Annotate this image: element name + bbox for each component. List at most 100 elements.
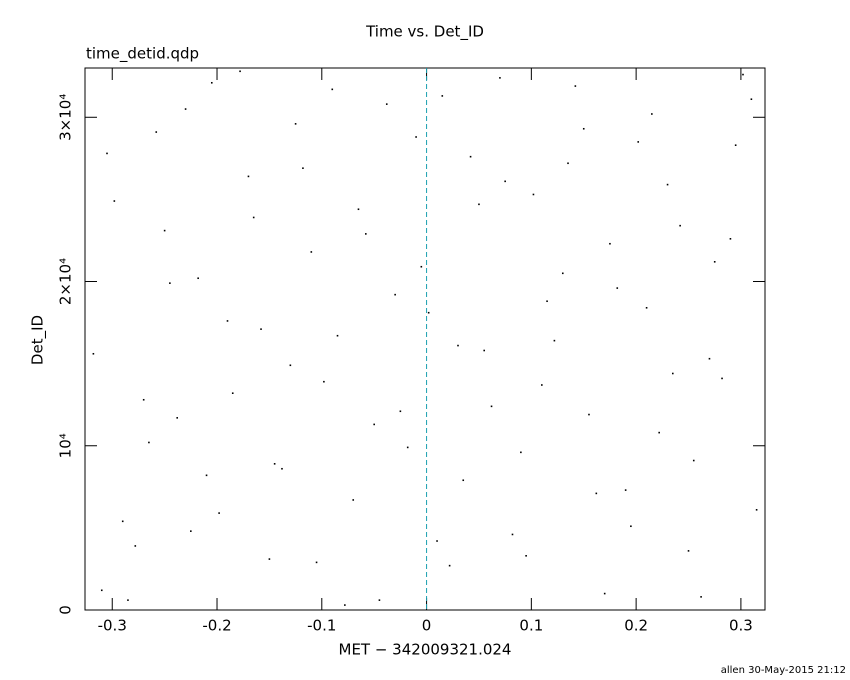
- x-tick-label: -0.3: [98, 617, 127, 635]
- point: [315, 561, 318, 564]
- y-tick-label: 3×10⁴: [57, 94, 75, 141]
- point: [289, 364, 292, 367]
- point: [525, 555, 527, 557]
- point: [231, 392, 234, 394]
- point: [436, 540, 438, 542]
- point: [268, 558, 271, 560]
- point: [520, 451, 522, 454]
- point: [134, 545, 137, 547]
- point: [462, 479, 465, 482]
- point: [448, 564, 451, 567]
- point: [504, 180, 506, 183]
- point: [729, 238, 732, 240]
- point: [582, 127, 585, 130]
- point: [595, 492, 598, 495]
- x-tick-label: 0.1: [519, 617, 543, 635]
- point: [755, 509, 758, 511]
- point: [197, 277, 199, 280]
- point: [226, 320, 229, 322]
- x-tick-label: 0.3: [729, 617, 753, 635]
- point: [420, 265, 423, 268]
- point: [457, 344, 459, 347]
- point: [750, 98, 753, 101]
- point: [588, 413, 590, 416]
- point: [184, 108, 187, 110]
- point: [218, 512, 220, 514]
- point: [121, 520, 124, 523]
- y-tick-label: 10⁴: [57, 433, 75, 458]
- point: [427, 311, 430, 314]
- point: [205, 474, 208, 477]
- plot-frame: [84, 67, 766, 611]
- x-tick-label: 0.2: [624, 617, 648, 635]
- point: [499, 77, 501, 79]
- point: [567, 162, 569, 165]
- point: [637, 141, 640, 143]
- point: [344, 604, 346, 606]
- point: [336, 334, 339, 337]
- point: [163, 229, 166, 232]
- x-tick-label: -0.1: [307, 617, 336, 635]
- point: [247, 175, 250, 178]
- point: [302, 167, 304, 169]
- point: [127, 599, 129, 601]
- point: [357, 208, 360, 211]
- point: [155, 131, 158, 133]
- point: [541, 384, 543, 386]
- point: [415, 136, 417, 138]
- point: [323, 380, 325, 383]
- point: [148, 441, 150, 444]
- point: [113, 200, 116, 202]
- chart-title: Time vs. Det_ID: [365, 23, 484, 42]
- point: [658, 431, 660, 434]
- point: [609, 242, 611, 245]
- point: [574, 85, 577, 87]
- point: [252, 216, 255, 219]
- point: [511, 533, 514, 536]
- point: [561, 272, 564, 275]
- point: [721, 377, 723, 380]
- point: [352, 499, 355, 501]
- point: [734, 144, 737, 146]
- point: [708, 357, 711, 360]
- point: [176, 417, 179, 419]
- point: [630, 525, 632, 528]
- point: [310, 251, 313, 253]
- point: [378, 599, 381, 601]
- point: [294, 123, 297, 125]
- point: [645, 306, 648, 309]
- point: [469, 155, 472, 158]
- footer: allen 30-May-2015 21:12: [721, 665, 846, 676]
- point: [260, 328, 262, 330]
- y-tick-label: 2×10⁴: [57, 258, 75, 305]
- x-tick-label: 0: [422, 617, 432, 635]
- point: [546, 300, 548, 303]
- point: [441, 95, 444, 97]
- point: [490, 405, 493, 408]
- point: [406, 446, 409, 449]
- point: [92, 352, 95, 355]
- y-axis-label: Det_ID: [29, 315, 48, 365]
- point: [483, 349, 485, 352]
- point: [373, 423, 375, 426]
- point: [742, 73, 744, 76]
- point: [106, 152, 108, 155]
- point: [210, 81, 213, 84]
- point: [100, 589, 103, 592]
- chart-subtitle: time_detid.qdp: [86, 45, 199, 64]
- point: [478, 203, 480, 206]
- point: [273, 463, 276, 465]
- point: [666, 183, 669, 186]
- point: [713, 261, 716, 263]
- point: [385, 103, 388, 105]
- point: [651, 113, 653, 115]
- x-axis-label: MET − 342009321.024: [339, 641, 512, 659]
- point: [394, 293, 396, 296]
- point: [603, 592, 606, 595]
- point: [169, 282, 171, 284]
- point: [624, 489, 627, 491]
- point: [331, 88, 334, 91]
- point: [281, 467, 283, 470]
